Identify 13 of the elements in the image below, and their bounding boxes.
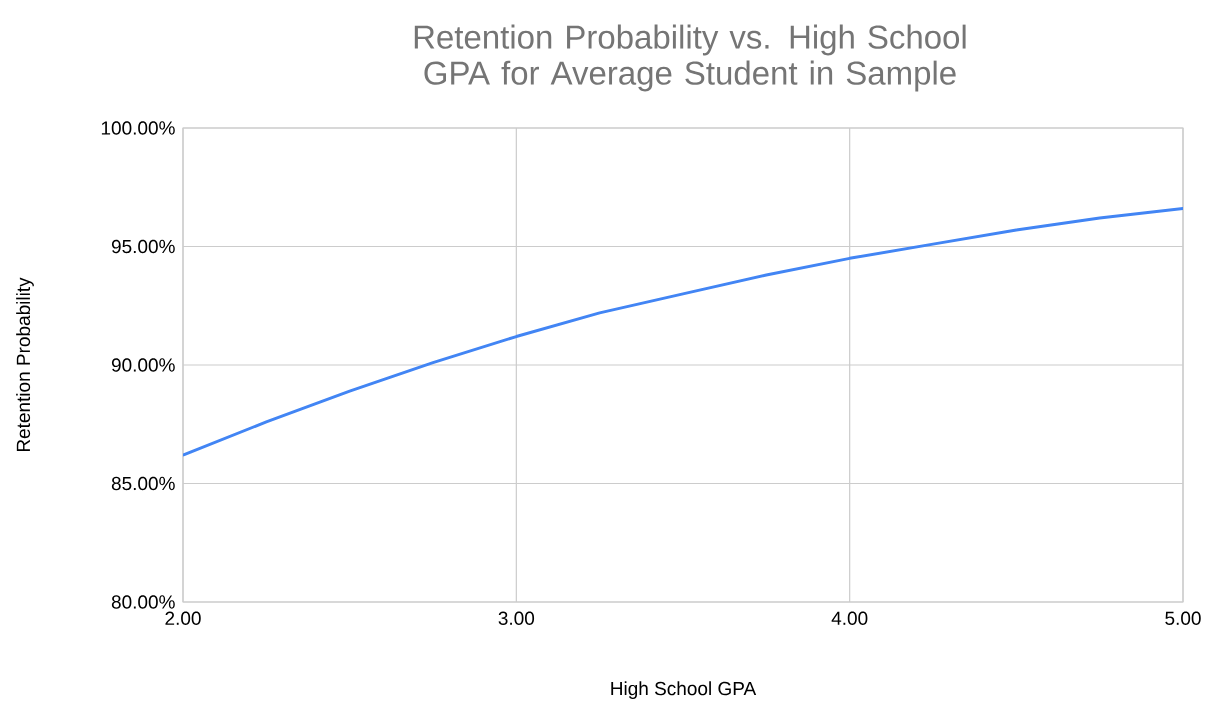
y-tick-label: 95.00%	[111, 239, 175, 254]
y-axis-title: Retention Probability	[16, 277, 34, 452]
x-tick-label: 3.00	[498, 611, 535, 625]
y-tick-label: 85.00%	[111, 476, 175, 491]
x-tick-label: 4.00	[831, 611, 868, 625]
chart-title: Retention Probability vs. High School GPA for Average Student in Sample	[414, 24, 966, 92]
x-tick-label: 5.00	[1165, 611, 1201, 625]
y-tick-label: 100.00%	[101, 121, 175, 135]
x-axis-title: High School GPA	[611, 681, 757, 700]
y-tick-label: 90.00%	[111, 358, 175, 372]
line-series	[183, 207, 1183, 457]
x-tick-label: 2.00	[165, 611, 201, 625]
y-tick-label: 80.00%	[111, 595, 175, 609]
